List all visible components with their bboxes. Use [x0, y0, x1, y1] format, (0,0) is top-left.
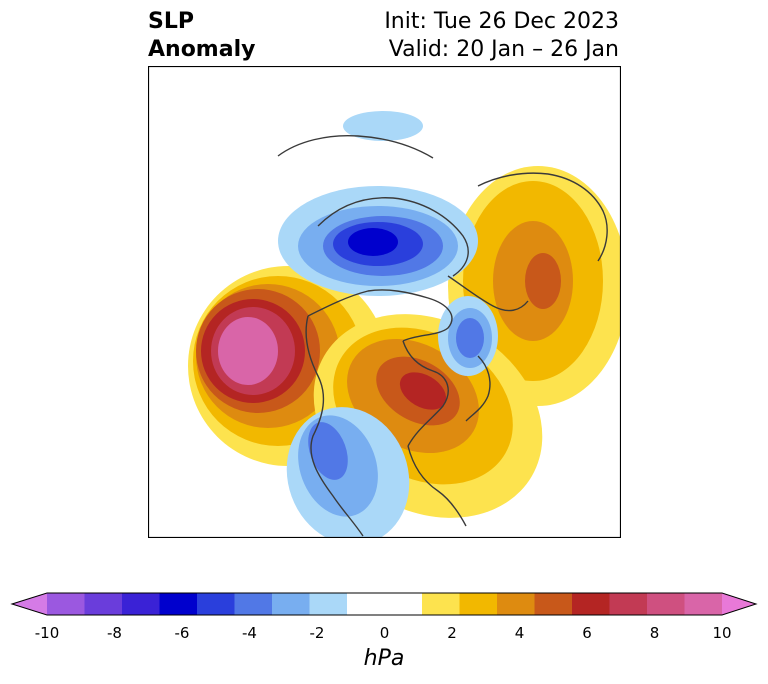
colorbar-tick: -2	[309, 624, 325, 642]
colorbar-bin	[197, 593, 235, 615]
colorbar-bin	[234, 593, 273, 615]
colorbar-tick: 10	[712, 624, 732, 642]
colorbar-tick: 8	[649, 624, 660, 642]
colorbar-tick: 0	[379, 624, 390, 642]
colorbar-bin	[122, 593, 160, 615]
anomaly-western-us-negative	[286, 407, 410, 538]
colorbar-tick: -6	[174, 624, 190, 642]
colorbar-bin	[647, 593, 685, 615]
colorbar-bins	[47, 593, 723, 615]
colorbar-bin	[422, 593, 460, 615]
colorbar-tick: 2	[447, 624, 457, 642]
anomaly-map	[148, 66, 621, 538]
colorbar-min-arrow	[12, 593, 47, 615]
colorbar-tick: -4	[242, 624, 257, 642]
colorbar-tick: -8	[107, 624, 122, 642]
colorbar-bin	[459, 593, 498, 615]
colorbar-bin	[347, 593, 385, 615]
colorbar-bin	[384, 593, 423, 615]
colorbar-bin	[684, 593, 723, 615]
colorbar-unit: hPa	[363, 646, 405, 671]
map-frame	[148, 66, 621, 538]
colorbar-tick: -10	[34, 624, 60, 642]
colorbar-bin	[272, 593, 310, 615]
colorbar	[10, 592, 758, 616]
coastlines	[277, 134, 608, 537]
colorbar-bin	[47, 593, 85, 615]
valid-range: Valid: 20 Jan – 26 Jan	[388, 37, 619, 62]
colorbar-bin	[159, 593, 198, 615]
colorbar-bin	[609, 593, 648, 615]
colorbar-tick: 6	[582, 624, 592, 642]
colorbar-max-arrow	[722, 593, 756, 615]
valid-period: Init: Tue 26 Dec 2023 Valid: 20 Jan – 26…	[384, 8, 619, 64]
title-line-1: SLP	[148, 9, 194, 34]
colorbar-bin	[572, 593, 610, 615]
colorbar-bin	[534, 593, 573, 615]
colorbar-bin	[497, 593, 535, 615]
colorbar-bin	[309, 593, 348, 615]
colorbar-bin	[84, 593, 123, 615]
anomaly-greenland-negative	[438, 296, 498, 376]
colorbar-outline	[10, 592, 758, 616]
colorbar-tick: 4	[514, 624, 525, 642]
anomaly-arctic-negative	[278, 111, 478, 296]
init-date: Init: Tue 26 Dec 2023	[384, 9, 619, 34]
title-line-2: Anomaly	[148, 37, 256, 62]
map-title: SLP Anomaly	[148, 8, 255, 64]
